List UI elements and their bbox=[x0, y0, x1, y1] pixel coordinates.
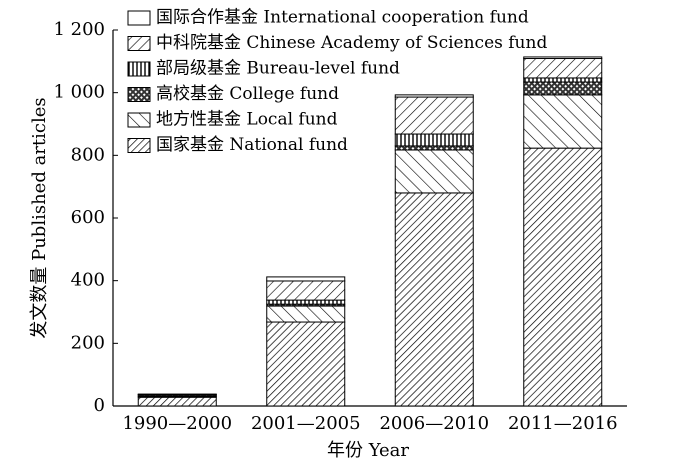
bar-segment bbox=[394, 96, 474, 135]
legend-label: 中科院基金 Chinese Academy of Sciences fund bbox=[156, 33, 547, 53]
bar-segment bbox=[394, 149, 474, 194]
bar-segment bbox=[523, 56, 603, 60]
bar-segment bbox=[394, 145, 474, 151]
legend-swatch bbox=[127, 112, 151, 128]
legend-label: 国际合作基金 International cooperation fund bbox=[156, 8, 529, 28]
bar-segment bbox=[394, 94, 474, 98]
y-tick-label: 1 200 bbox=[53, 19, 105, 40]
legend-label: 地方性基金 Local fund bbox=[156, 110, 338, 130]
x-tick-label: 2011—2016 bbox=[508, 413, 618, 434]
bar-segment bbox=[266, 305, 346, 323]
bar-segment bbox=[266, 276, 346, 282]
bar-segment bbox=[266, 280, 346, 301]
y-tick-label: 600 bbox=[71, 207, 105, 228]
x-tick-label: 2006—2010 bbox=[379, 413, 489, 434]
bar-segment bbox=[266, 299, 346, 305]
bar-segment bbox=[137, 396, 217, 407]
legend-swatch bbox=[127, 10, 151, 26]
x-tick-label: 1990—2000 bbox=[122, 413, 232, 434]
bar-segment bbox=[523, 81, 603, 96]
bar-segment bbox=[394, 133, 474, 147]
legend-swatch bbox=[127, 87, 151, 102]
y-tick-label: 1 000 bbox=[53, 82, 105, 103]
legend-swatch bbox=[127, 138, 151, 153]
y-tick-label: 400 bbox=[71, 270, 105, 291]
y-axis-label: 发文数量 Published articles bbox=[29, 97, 50, 338]
x-axis-label: 年份 Year bbox=[327, 440, 409, 461]
legend-swatch bbox=[127, 36, 151, 51]
bar-segment bbox=[523, 94, 603, 149]
legend-label: 部局级基金 Bureau-level fund bbox=[156, 59, 400, 79]
bar-segment bbox=[266, 321, 346, 407]
legend-swatch bbox=[127, 61, 151, 77]
y-tick-label: 800 bbox=[71, 144, 105, 165]
y-tick-label: 200 bbox=[71, 332, 105, 353]
bar-segment bbox=[394, 192, 474, 407]
legend-label: 高校基金 College fund bbox=[156, 84, 339, 104]
bar-segment bbox=[523, 147, 603, 407]
legend-label: 国家基金 National fund bbox=[156, 135, 348, 155]
x-tick-label: 2001—2005 bbox=[251, 413, 361, 434]
y-tick-label: 0 bbox=[94, 395, 105, 416]
bar-segment bbox=[523, 77, 603, 83]
bar-segment bbox=[523, 58, 603, 79]
